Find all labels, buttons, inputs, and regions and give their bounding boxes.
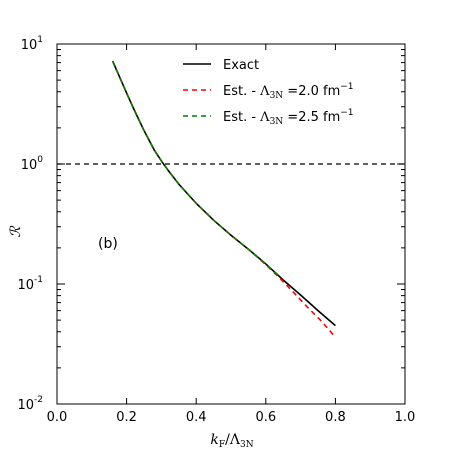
legend-entry: Est. - Λ3N =2.5 fm−1 [223,108,354,127]
legend-text: Exact [223,58,259,73]
x-tick-label: 0.0 [47,410,68,425]
series-layer [111,60,337,338]
legend-superscript: −1 [340,82,353,92]
x-tick-label: 0.2 [116,410,137,425]
y-tick-label: 10-1 [17,275,43,293]
x-tick-label: 0.8 [325,410,346,425]
x-tick-label: 0.6 [255,410,276,425]
y-tick-exp: -2 [34,395,43,405]
panel-label: (b) [98,236,118,252]
y-tick-exp: -1 [34,275,43,285]
legend-value: =2.5 fm [283,110,340,125]
legend-superscript: −1 [340,108,353,118]
legend-entry: Est. - Λ3N =2.0 fm−1 [223,82,354,101]
legend-symbol: Λ [259,110,270,125]
y-tick-base: 10 [17,278,34,293]
legend-subscript: 3N [270,91,284,101]
legend-subscript: 3N [270,117,284,127]
y-tick-exp: 0 [37,155,43,165]
x-tick-label: 0.4 [186,410,207,425]
y-axis-label: ℛ [8,226,24,238]
x-tick-label: 1.0 [395,410,416,425]
legend-prefix: Est. - [223,110,260,125]
series-line-2 [111,60,281,278]
y-tick-label: 10-2 [17,395,43,413]
series-line-0 [111,60,336,327]
legend-symbol: Λ [259,84,270,99]
y-tick-label: 100 [21,155,44,173]
y-tick-label: 101 [21,35,43,53]
y-tick-base: 10 [21,158,38,173]
y-tick-base: 10 [17,398,34,413]
y-tick-base: 10 [21,38,38,53]
legend-value: =2.0 fm [283,84,340,99]
plot-frame [56,43,406,405]
y-tick-exp: 1 [37,35,43,45]
legend-entry: Exact [223,58,259,73]
x-axis-label: kF/Λ3N [210,432,253,449]
legend-prefix: Est. - [223,84,260,99]
